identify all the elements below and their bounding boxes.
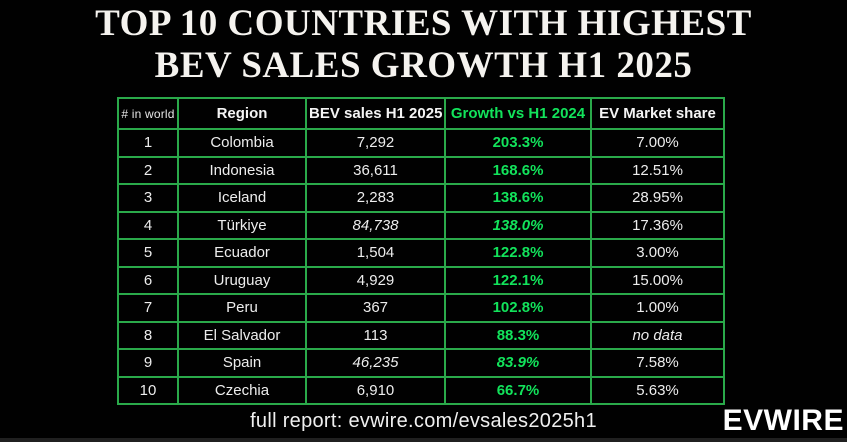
column-header-region: Region [177, 97, 307, 130]
growth-cell: 138.0% [444, 210, 592, 240]
title-line-2: BEV SALES GROWTH H1 2025 [154, 45, 693, 86]
table-row: 8 El Salvador 113 88.3% no data [117, 320, 725, 350]
table-row: 10 Czechia 6,910 66.7% 5.63% [117, 375, 725, 405]
region-cell: El Salvador [177, 320, 307, 350]
growth-cell: 83.9% [444, 348, 592, 378]
share-cell: 1.00% [590, 293, 725, 323]
table-row: 7 Peru 367 102.8% 1.00% [117, 293, 725, 323]
table-row: 1 Colombia 7,292 203.3% 7.00% [117, 128, 725, 158]
rank-cell: 8 [117, 320, 179, 350]
region-cell: Türkiye [177, 210, 307, 240]
share-cell: no data [590, 320, 725, 350]
region-cell: Ecuador [177, 238, 307, 268]
table-row: 4 Türkiye 84,738 138.0% 17.36% [117, 210, 725, 240]
bottom-strip [0, 438, 847, 442]
region-cell: Iceland [177, 183, 307, 213]
growth-cell: 122.8% [444, 238, 592, 268]
column-header-sales: BEV sales H1 2025 [305, 97, 446, 130]
table-row: 5 Ecuador 1,504 122.8% 3.00% [117, 238, 725, 268]
evwire-logo: EVWIRE [722, 404, 844, 437]
rank-cell: 7 [117, 293, 179, 323]
rank-cell: 1 [117, 128, 179, 158]
sales-cell: 113 [305, 320, 446, 350]
rank-cell: 5 [117, 238, 179, 268]
growth-cell: 88.3% [444, 320, 592, 350]
rank-cell: 4 [117, 210, 179, 240]
region-cell: Uruguay [177, 265, 307, 295]
sales-cell: 1,504 [305, 238, 446, 268]
rank-cell: 3 [117, 183, 179, 213]
region-cell: Indonesia [177, 155, 307, 185]
region-cell: Czechia [177, 375, 307, 405]
region-cell: Peru [177, 293, 307, 323]
sales-cell: 36,611 [305, 155, 446, 185]
rank-cell: 10 [117, 375, 179, 405]
table-body: 1 Colombia 7,292 203.3% 7.00% 2 Indonesia 36,61… [117, 128, 725, 405]
sales-cell: 46,235 [305, 348, 446, 378]
sales-cell: 367 [305, 293, 446, 323]
rank-cell: 2 [117, 155, 179, 185]
rank-cell: 9 [117, 348, 179, 378]
share-cell: 7.58% [590, 348, 725, 378]
share-cell: 12.51% [590, 155, 725, 185]
page-title: TOP 10 COUNTRIES WITH HIGHEST BEV SALES … [0, 3, 847, 87]
column-header-share: EV Market share [590, 97, 725, 130]
growth-cell: 66.7% [444, 375, 592, 405]
title-line-1: TOP 10 COUNTRIES WITH HIGHEST [95, 3, 752, 44]
sales-cell: 4,929 [305, 265, 446, 295]
share-cell: 5.63% [590, 375, 725, 405]
table-row: 6 Uruguay 4,929 122.1% 15.00% [117, 265, 725, 295]
bev-sales-table: # in world Region BEV sales H1 2025 Grow… [117, 97, 725, 405]
sales-cell: 2,283 [305, 183, 446, 213]
column-header-rank: # in world [117, 97, 179, 130]
growth-cell: 203.3% [444, 128, 592, 158]
region-cell: Colombia [177, 128, 307, 158]
share-cell: 17.36% [590, 210, 725, 240]
growth-cell: 122.1% [444, 265, 592, 295]
share-cell: 15.00% [590, 265, 725, 295]
share-cell: 3.00% [590, 238, 725, 268]
share-cell: 28.95% [590, 183, 725, 213]
table-row: 2 Indonesia 36,611 168.6% 12.51% [117, 155, 725, 185]
growth-cell: 168.6% [444, 155, 592, 185]
growth-cell: 138.6% [444, 183, 592, 213]
share-cell: 7.00% [590, 128, 725, 158]
table-header-row: # in world Region BEV sales H1 2025 Grow… [117, 97, 725, 130]
region-cell: Spain [177, 348, 307, 378]
table-row: 9 Spain 46,235 83.9% 7.58% [117, 348, 725, 378]
column-header-growth: Growth vs H1 2024 [444, 97, 592, 130]
sales-cell: 84,738 [305, 210, 446, 240]
sales-cell: 6,910 [305, 375, 446, 405]
rank-cell: 6 [117, 265, 179, 295]
sales-cell: 7,292 [305, 128, 446, 158]
growth-cell: 102.8% [444, 293, 592, 323]
table-row: 3 Iceland 2,283 138.6% 28.95% [117, 183, 725, 213]
full-report-link: full report: evwire.com/evsales2025h1 [250, 410, 597, 432]
